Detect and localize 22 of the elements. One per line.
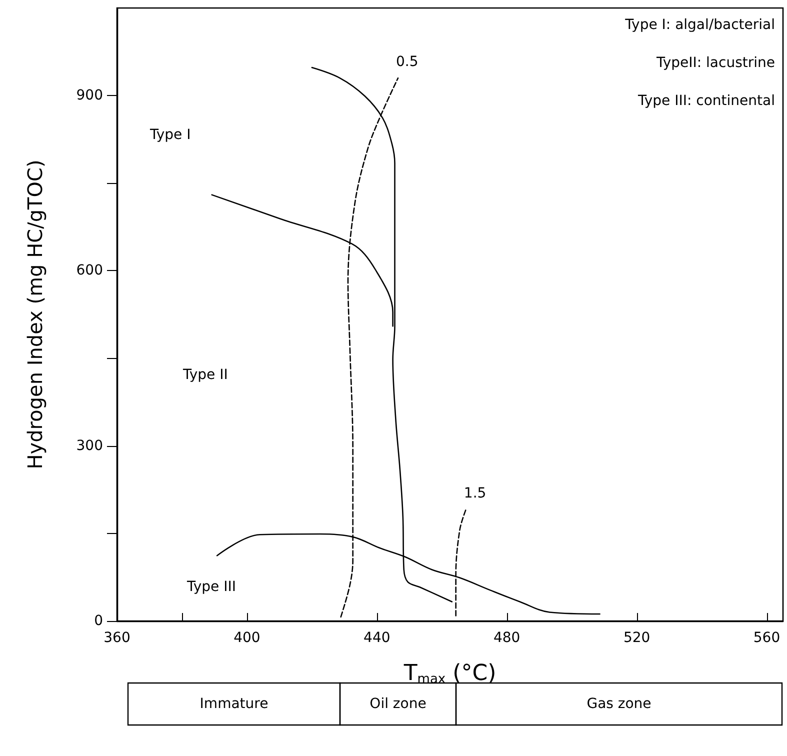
x-tick-label: 360 (104, 630, 130, 646)
y-tick-label: 0 (94, 613, 103, 629)
series-label: 1.5 (464, 485, 486, 502)
series-label: 0.5 (396, 54, 418, 70)
annotation: Type III (186, 579, 236, 595)
y-tick-label: 900 (76, 88, 103, 104)
annotation: Type II (182, 367, 228, 383)
x-tick-label: 440 (364, 630, 390, 646)
annotation: Type I: algal/bacterial (624, 17, 776, 33)
text: Oil zone (370, 696, 426, 712)
x-tick-label: 400 (234, 630, 260, 646)
x-tick-label: 560 (753, 630, 780, 646)
annotation: TypeII: lacustrine (655, 55, 776, 71)
y-axis-title: Hydrogen Index (mg HC/gTOC) (23, 160, 47, 470)
text: Gas zone (586, 696, 652, 712)
annotation: Type I (149, 127, 191, 143)
x-tick-label: 520 (623, 630, 650, 646)
y-tick-label: 600 (76, 262, 103, 279)
annotation: Type III: continental (637, 93, 776, 109)
text: Immature (200, 696, 268, 712)
y-tick-label: 300 (76, 438, 103, 454)
x-tick-label: 480 (493, 630, 520, 646)
